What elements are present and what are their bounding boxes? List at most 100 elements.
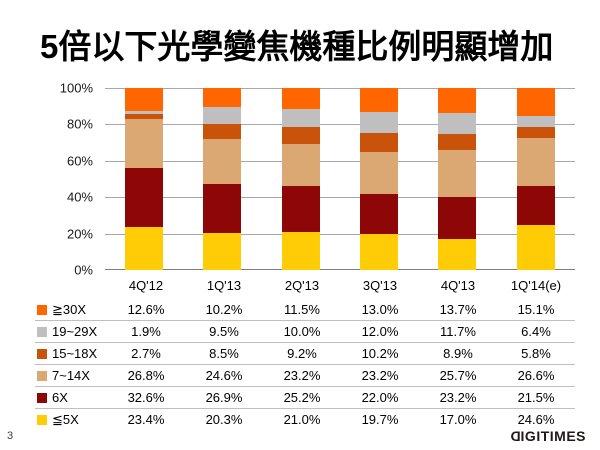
bar-slot [262, 88, 340, 270]
y-tick-label: 100% [59, 80, 93, 96]
legend-swatch [37, 304, 47, 315]
y-tick-label: 20% [66, 226, 93, 242]
table-row: ≧30X 12.6% 10.2% 11.5% 13.0% 13.7% 15.1% [35, 299, 575, 320]
series-name: ≦5X [52, 411, 79, 427]
bar-segment [438, 150, 477, 197]
bar-segment [516, 225, 555, 270]
table-header-row: 4Q'12 1Q'13 2Q'13 3Q'13 4Q'13 1Q'14(e) [35, 270, 575, 299]
value-cell: 24.6% [517, 412, 555, 427]
plot [105, 88, 575, 270]
y-axis: 100% 80% 60% 40% 20% 0% [35, 81, 105, 278]
bar-segment [360, 111, 399, 134]
gridline [105, 197, 575, 199]
bar-segment [125, 227, 164, 270]
value-cell: 5.8% [521, 346, 551, 361]
table-row: 19~29X 1.9% 9.5% 10.0% 12.0% 11.7% 6.4% [35, 320, 575, 342]
value-cell: 1.9% [131, 324, 161, 339]
stacked-bar [438, 88, 477, 270]
chart-title: 5倍以下光學變焦機種比例明顯增加 [40, 28, 554, 65]
stacked-bar [203, 88, 242, 270]
value-cell: 12.6% [127, 302, 165, 317]
value-cell: 8.9% [443, 346, 473, 361]
value-cell: 11.5% [284, 302, 320, 317]
bar-slot [105, 88, 183, 270]
y-tick-label: 80% [66, 116, 93, 132]
category-label: 4Q'13 [440, 278, 476, 293]
bar-segment [516, 127, 555, 138]
bar-segment [203, 233, 242, 270]
gridline [105, 124, 575, 126]
bar-segment [125, 168, 164, 228]
bar-segment [203, 184, 242, 234]
legend-cell: 19~29X [35, 324, 107, 339]
value-cell: 26.9% [205, 390, 243, 405]
bar-segment [438, 133, 477, 151]
bar-segment [125, 110, 164, 115]
category-label: 1Q'13 [206, 278, 242, 293]
category-label: 4Q'12 [128, 278, 164, 293]
bar-segment [516, 88, 555, 116]
stacked-bar [360, 88, 399, 270]
value-cell: 23.4% [127, 412, 165, 427]
table-row: 6X 32.6% 26.9% 25.2% 22.0% 23.2% 21.5% [35, 386, 575, 408]
bar-segment [438, 112, 477, 134]
bar-segment [281, 231, 320, 270]
series-name: 19~29X [52, 324, 98, 339]
legend-cell: 15~18X [35, 346, 107, 361]
value-cell: 8.5% [209, 346, 239, 361]
value-cell: 15.1% [517, 302, 555, 317]
value-cell: 26.6% [517, 368, 555, 383]
value-cell: 2.7% [131, 346, 161, 361]
bar-segment [360, 88, 399, 112]
bar-segment [360, 133, 399, 152]
value-cell: 23.2% [439, 390, 477, 405]
y-tick-label: 40% [66, 189, 93, 205]
value-cell: 9.2% [287, 346, 317, 361]
legend-swatch [37, 392, 47, 403]
legend-cell: ≦5X [35, 412, 107, 428]
bar-segment [281, 143, 320, 186]
value-cell: 11.7% [440, 324, 476, 339]
bar-segment [125, 114, 164, 120]
bar-segment [281, 126, 320, 144]
value-cell: 10.2% [205, 302, 243, 317]
value-cell: 22.0% [361, 390, 399, 405]
bar-segment [203, 123, 242, 140]
value-cell: 10.2% [361, 346, 399, 361]
bar-segment [360, 194, 399, 235]
value-cell: 17.0% [439, 412, 477, 427]
series-name: 15~18X [52, 346, 98, 361]
bar-slot [340, 88, 418, 270]
value-cell: 19.7% [361, 412, 399, 427]
legend-swatch [37, 348, 47, 359]
value-cell: 6.4% [521, 324, 551, 339]
gridline [105, 269, 575, 270]
legend-cell: 6X [35, 390, 107, 405]
legend-swatch [37, 326, 47, 337]
legend-cell: ≧30X [35, 302, 107, 318]
bar-segment [281, 185, 320, 232]
bars [105, 88, 575, 270]
bar-segment [203, 139, 242, 185]
value-cell: 9.5% [209, 324, 239, 339]
value-cell: 25.7% [439, 368, 477, 383]
bar-slot [418, 88, 496, 270]
bar-segment [203, 106, 242, 124]
value-cell: 10.0% [283, 324, 321, 339]
value-cell: 23.2% [283, 368, 321, 383]
stacked-bar-chart: 100% 80% 60% 40% 20% 0% 4Q'12 1Q'13 2Q'13 3Q'13 4… [35, 81, 575, 430]
legend-cell: 7~14X [35, 368, 107, 383]
y-tick-label: 0% [74, 262, 93, 278]
series-name: 6X [52, 390, 68, 405]
bar-segment [438, 239, 477, 270]
gridline [105, 233, 575, 235]
table-row: ≦5X 23.4% 20.3% 21.0% 19.7% 17.0% 24.6% [35, 408, 575, 430]
value-cell: 26.8% [127, 368, 165, 383]
stacked-bar [516, 88, 555, 270]
value-cell: 32.6% [127, 390, 165, 405]
bar-segment [516, 137, 555, 187]
category-label: 1Q'14(e) [510, 278, 562, 293]
category-label: 3Q'13 [362, 278, 398, 293]
series-name: 7~14X [52, 368, 90, 383]
